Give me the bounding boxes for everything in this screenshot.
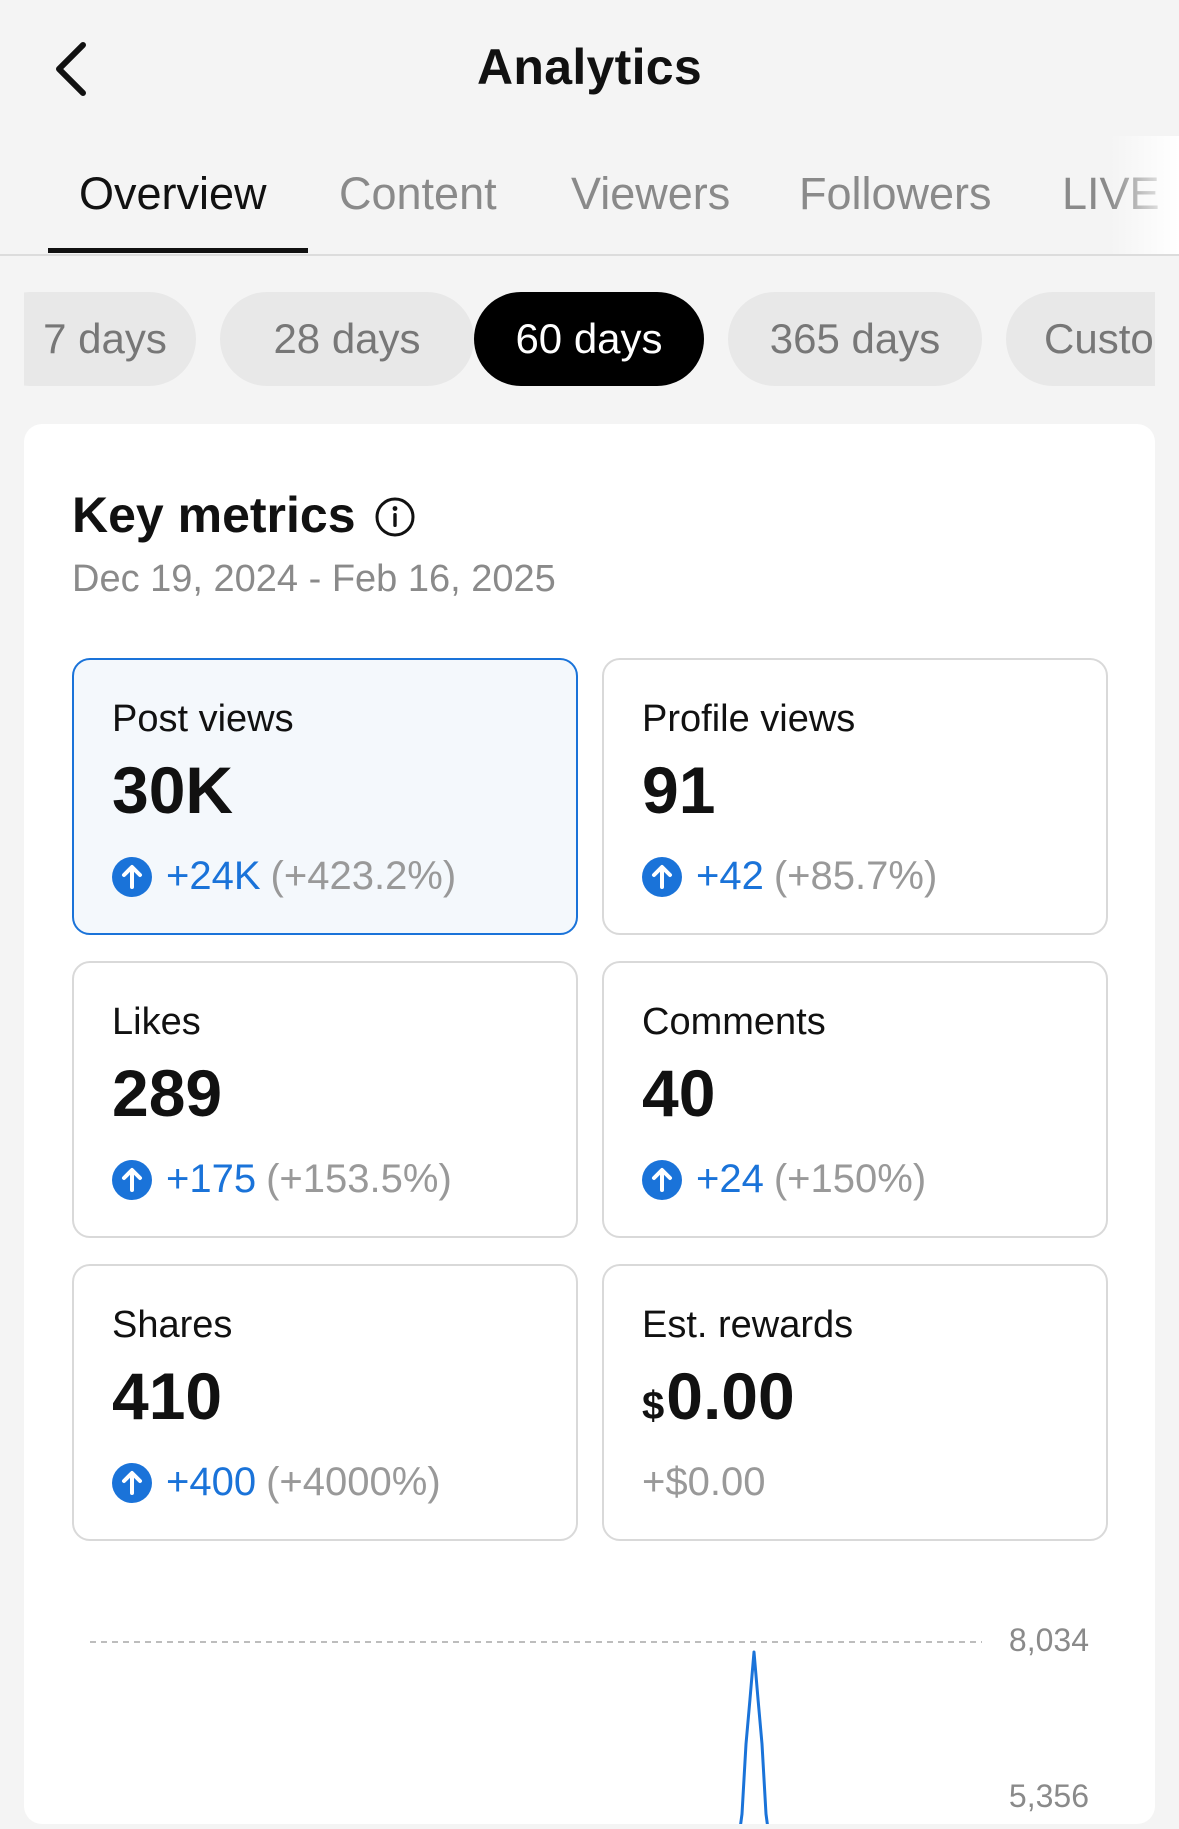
metric-value: 289	[112, 1056, 223, 1130]
metric-value: $0.00	[642, 1358, 795, 1434]
period-7-days[interactable]: 7 days	[24, 292, 196, 386]
arrow-up-circle-icon	[112, 1462, 152, 1503]
metric-card-post-views[interactable]: Post views 30K +24K (+423.2%)	[72, 658, 578, 935]
period-selector: 7 days 28 days 60 days 365 days Custo	[24, 292, 1155, 388]
app-header: Analytics	[0, 0, 1179, 136]
metric-card-comments[interactable]: Comments 40 +24 (+150%)	[602, 961, 1108, 1238]
metric-card-shares[interactable]: Shares 410 +400 (+4000%)	[72, 1264, 578, 1541]
metric-delta: +$0.00	[642, 1460, 766, 1504]
metric-change: +175 (+153.5%)	[112, 1157, 452, 1202]
period-365-days[interactable]: 365 days	[728, 292, 982, 386]
arrow-up-circle-icon	[642, 856, 682, 897]
chart-plot	[90, 1641, 982, 1829]
metric-card-likes[interactable]: Likes 289 +175 (+153.5%)	[72, 961, 578, 1238]
metric-percent: (+4000%)	[266, 1460, 441, 1504]
tab-overview[interactable]: Overview	[79, 168, 267, 219]
metric-delta: +400	[166, 1460, 257, 1504]
key-metrics-title: Key metrics	[72, 487, 356, 543]
chevron-left-icon	[56, 42, 86, 96]
currency-symbol: $	[642, 1384, 665, 1428]
period-28-days[interactable]: 28 days	[220, 292, 474, 386]
metric-label: Likes	[112, 1001, 201, 1043]
info-icon[interactable]	[374, 496, 416, 538]
metric-value: 410	[112, 1359, 223, 1433]
metric-change: +42 (+85.7%)	[642, 854, 937, 899]
key-metrics-card: Key metrics Dec 19, 2024 - Feb 16, 2025 …	[24, 424, 1155, 1829]
arrow-up-circle-icon	[112, 856, 152, 897]
y-tick-label: 5,356	[1008, 1778, 1089, 1814]
metric-delta: +24	[696, 1157, 764, 1201]
metric-change: +$0.00	[642, 1460, 765, 1505]
metric-label: Post views	[112, 698, 294, 740]
tab-content[interactable]: Content	[339, 168, 497, 219]
metric-label: Shares	[112, 1304, 233, 1346]
back-button[interactable]	[40, 36, 100, 102]
metric-delta: +24K	[166, 854, 261, 898]
metric-change: +24 (+150%)	[642, 1157, 926, 1202]
metric-value: 40	[642, 1056, 716, 1130]
metric-value: 91	[642, 753, 716, 827]
metric-card-est-rewards[interactable]: Est. rewards $0.00 +$0.00	[602, 1264, 1108, 1541]
metric-label: Comments	[642, 1001, 826, 1043]
metric-delta: +175	[166, 1157, 257, 1201]
page-title: Analytics	[476, 39, 702, 95]
series-line	[738, 1650, 770, 1829]
metric-percent: (+150%)	[773, 1157, 927, 1201]
metric-delta: +42	[696, 854, 764, 898]
arrow-up-circle-icon	[112, 1159, 152, 1200]
post-views-chart: 8,034 5,356	[24, 1584, 1155, 1829]
metric-percent: (+85.7%)	[773, 854, 938, 898]
tab-bar: Overview Content Viewers Followers LIVE	[0, 136, 1179, 256]
metric-percent: (+153.5%)	[266, 1157, 452, 1201]
date-range: Dec 19, 2024 - Feb 16, 2025	[72, 558, 556, 600]
metric-amount: 0.00	[666, 1359, 795, 1433]
metric-percent: (+423.2%)	[270, 854, 457, 898]
tabs-scroll-fade	[1109, 136, 1179, 254]
period-custom[interactable]: Custo	[1006, 292, 1155, 386]
y-tick-label: 8,034	[1008, 1622, 1089, 1658]
tab-followers[interactable]: Followers	[799, 168, 992, 219]
metric-change: +400 (+4000%)	[112, 1460, 441, 1505]
metric-card-profile-views[interactable]: Profile views 91 +42 (+85.7%)	[602, 658, 1108, 935]
tab-viewers[interactable]: Viewers	[571, 168, 731, 219]
metric-label: Est. rewards	[642, 1304, 854, 1346]
metric-value: 30K	[112, 753, 234, 827]
metric-label: Profile views	[642, 698, 856, 740]
metric-change: +24K (+423.2%)	[112, 854, 456, 899]
active-tab-indicator	[48, 248, 308, 253]
period-60-days[interactable]: 60 days	[474, 292, 704, 386]
arrow-up-circle-icon	[642, 1159, 682, 1200]
